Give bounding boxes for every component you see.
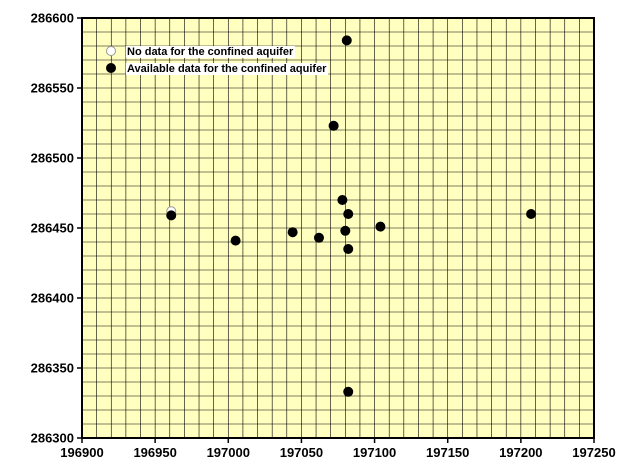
point-available-data — [341, 35, 352, 46]
x-tick-label: 197200 — [499, 445, 542, 460]
legend-marker — [106, 46, 116, 56]
legend-label-background — [126, 46, 295, 58]
legend-label: No data for the confined aquifer — [127, 46, 294, 58]
point-available-data — [343, 209, 354, 219]
x-tick-label: 197000 — [207, 445, 250, 460]
point-available-data — [328, 120, 339, 131]
axis-ticks: 196900 196950 197000 197050 197100 197150 1972… — [31, 11, 616, 461]
x-tick-label: 197250 — [572, 445, 615, 460]
point-available-data — [287, 227, 298, 238]
y-tick-label: 286500 — [31, 151, 74, 166]
legend-marker — [106, 63, 116, 73]
x-tick-label: 197050 — [280, 445, 323, 460]
point-available-data — [340, 225, 351, 236]
y-tick-label: 286400 — [31, 291, 74, 306]
legend: No data for the confined aquifer Availabl… — [106, 46, 329, 75]
y-tick-label: 286300 — [31, 431, 74, 446]
x-tick-label: 196950 — [133, 445, 176, 460]
y-tick-label: 286450 — [31, 221, 74, 236]
point-available-data — [343, 386, 354, 397]
grid-lines — [82, 18, 594, 438]
legend-label-background — [126, 63, 329, 75]
data-points — [166, 35, 537, 397]
point-available-data — [526, 209, 537, 219]
legend-label: Available data for the confined aquifer — [127, 63, 327, 75]
point-available-data — [313, 232, 324, 243]
plot-frame — [81, 17, 595, 439]
y-tick-label: 286350 — [31, 361, 74, 376]
y-tick-label: 286550 — [31, 81, 74, 96]
x-tick-label: 197150 — [426, 445, 469, 460]
y-tick-label: 286600 — [31, 11, 74, 26]
point-available-data — [337, 195, 348, 205]
point-available-data — [166, 210, 177, 221]
x-tick-label: 197100 — [353, 445, 396, 460]
point-available-data — [343, 244, 354, 254]
x-tick-label: 196900 — [60, 445, 103, 460]
point-available-data — [375, 221, 386, 232]
point-available-data — [230, 235, 241, 246]
